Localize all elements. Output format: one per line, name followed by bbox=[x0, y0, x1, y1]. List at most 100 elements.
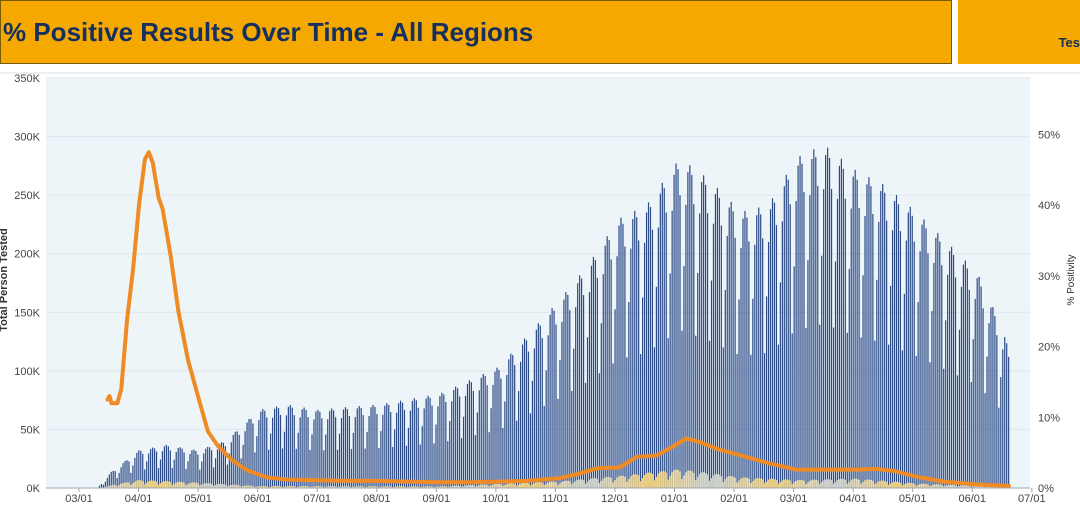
positive-bar bbox=[842, 479, 844, 488]
positive-bar bbox=[293, 486, 295, 488]
tests-bar bbox=[909, 206, 911, 488]
positive-bar bbox=[521, 482, 524, 488]
positive-bar bbox=[758, 478, 760, 488]
tests-bar bbox=[309, 449, 311, 488]
tests-bar bbox=[419, 444, 421, 488]
tests-bar bbox=[888, 344, 890, 488]
positive-bar bbox=[862, 481, 864, 488]
tests-bar bbox=[510, 353, 512, 488]
positive-bar bbox=[884, 480, 886, 488]
tests-bar bbox=[758, 207, 760, 488]
positive-bar bbox=[722, 481, 724, 488]
positive-bar bbox=[431, 486, 433, 488]
tests-bar bbox=[728, 207, 730, 488]
positive-bar bbox=[752, 481, 754, 488]
tests-bar bbox=[535, 329, 537, 488]
tests-bar bbox=[199, 469, 201, 488]
positive-bar bbox=[978, 486, 980, 488]
positive-bar bbox=[732, 476, 734, 488]
tests-bar bbox=[484, 376, 486, 488]
tests-bar bbox=[258, 420, 260, 488]
tests-bar bbox=[163, 446, 165, 488]
tests-bar bbox=[417, 407, 419, 488]
positive-bar bbox=[214, 485, 217, 488]
side-tab[interactable]: Tes bbox=[958, 0, 1080, 64]
positive-bar bbox=[746, 477, 748, 488]
positive-bar bbox=[492, 484, 494, 488]
positive-bar bbox=[437, 486, 439, 488]
tests-bar bbox=[462, 416, 465, 488]
positive-bar bbox=[118, 485, 120, 488]
positive-bar bbox=[132, 483, 134, 488]
positive-bar bbox=[827, 479, 829, 488]
positive-bar bbox=[218, 483, 221, 488]
positive-bar bbox=[104, 486, 106, 488]
positive-bar bbox=[502, 485, 504, 488]
positive-bar bbox=[523, 482, 526, 488]
x-tick-label: 11/01 bbox=[542, 493, 569, 505]
tests-bar bbox=[563, 299, 565, 488]
tests-bar bbox=[823, 189, 825, 488]
tests-bar bbox=[836, 198, 839, 488]
tests-bar bbox=[901, 350, 903, 488]
tests-bar bbox=[575, 307, 577, 488]
tests-bar bbox=[907, 212, 909, 489]
tests-bar bbox=[647, 202, 650, 488]
tests-bar bbox=[506, 375, 508, 488]
tests-bar bbox=[712, 223, 715, 488]
tests-bar bbox=[397, 403, 400, 488]
tests-bar bbox=[362, 415, 364, 488]
tests-bar bbox=[1002, 349, 1004, 488]
tests-bar bbox=[214, 458, 217, 488]
tests-bar bbox=[720, 225, 722, 489]
tests-bar bbox=[557, 398, 559, 488]
positive-bar bbox=[468, 485, 471, 488]
tests-bar bbox=[996, 335, 998, 488]
positive-bar bbox=[649, 472, 652, 488]
positive-bar bbox=[533, 483, 535, 488]
positive-bar bbox=[952, 485, 955, 488]
positive-bar bbox=[708, 480, 711, 488]
positive-bar bbox=[545, 483, 547, 488]
tests-bar bbox=[848, 268, 850, 488]
tests-bar bbox=[523, 338, 526, 488]
tests-bar bbox=[248, 418, 250, 488]
tests-bar bbox=[952, 254, 955, 488]
positive-bar bbox=[222, 484, 225, 488]
tests-bar bbox=[370, 407, 372, 488]
tests-bar bbox=[968, 289, 970, 488]
tests-bar bbox=[392, 446, 394, 488]
positive-bar bbox=[718, 474, 720, 488]
positive-bar bbox=[496, 483, 498, 488]
positive-bar bbox=[508, 483, 510, 488]
positive-bar bbox=[801, 480, 803, 488]
tests-bar bbox=[960, 286, 963, 488]
tests-bar bbox=[212, 467, 215, 488]
positive-bar bbox=[561, 481, 563, 488]
x-tick-label: 06/01 bbox=[958, 493, 986, 505]
positive-bar bbox=[150, 480, 152, 488]
positive-bar bbox=[458, 485, 461, 488]
positive-bar bbox=[655, 476, 657, 488]
tests-bar bbox=[657, 227, 659, 488]
tests-bar bbox=[502, 427, 504, 488]
tests-bar bbox=[954, 277, 957, 488]
tests-bar bbox=[905, 240, 907, 488]
tests-bar bbox=[138, 450, 140, 488]
tests-bar bbox=[148, 453, 150, 488]
positive-bar bbox=[299, 486, 301, 488]
x-tick-label: 09/01 bbox=[423, 493, 451, 505]
positive-bar bbox=[771, 478, 774, 488]
positive-bar bbox=[209, 483, 211, 488]
tests-bar bbox=[252, 423, 254, 488]
positive-bar bbox=[464, 485, 467, 488]
positive-bar bbox=[775, 479, 778, 488]
tests-bar bbox=[435, 424, 437, 488]
positive-bar bbox=[234, 484, 236, 488]
positive-bar bbox=[667, 479, 669, 488]
tests-bar bbox=[329, 410, 331, 488]
tests-bar bbox=[787, 179, 789, 488]
tests-bar bbox=[325, 434, 327, 488]
positive-bar bbox=[683, 475, 685, 488]
tests-bar bbox=[441, 392, 443, 488]
